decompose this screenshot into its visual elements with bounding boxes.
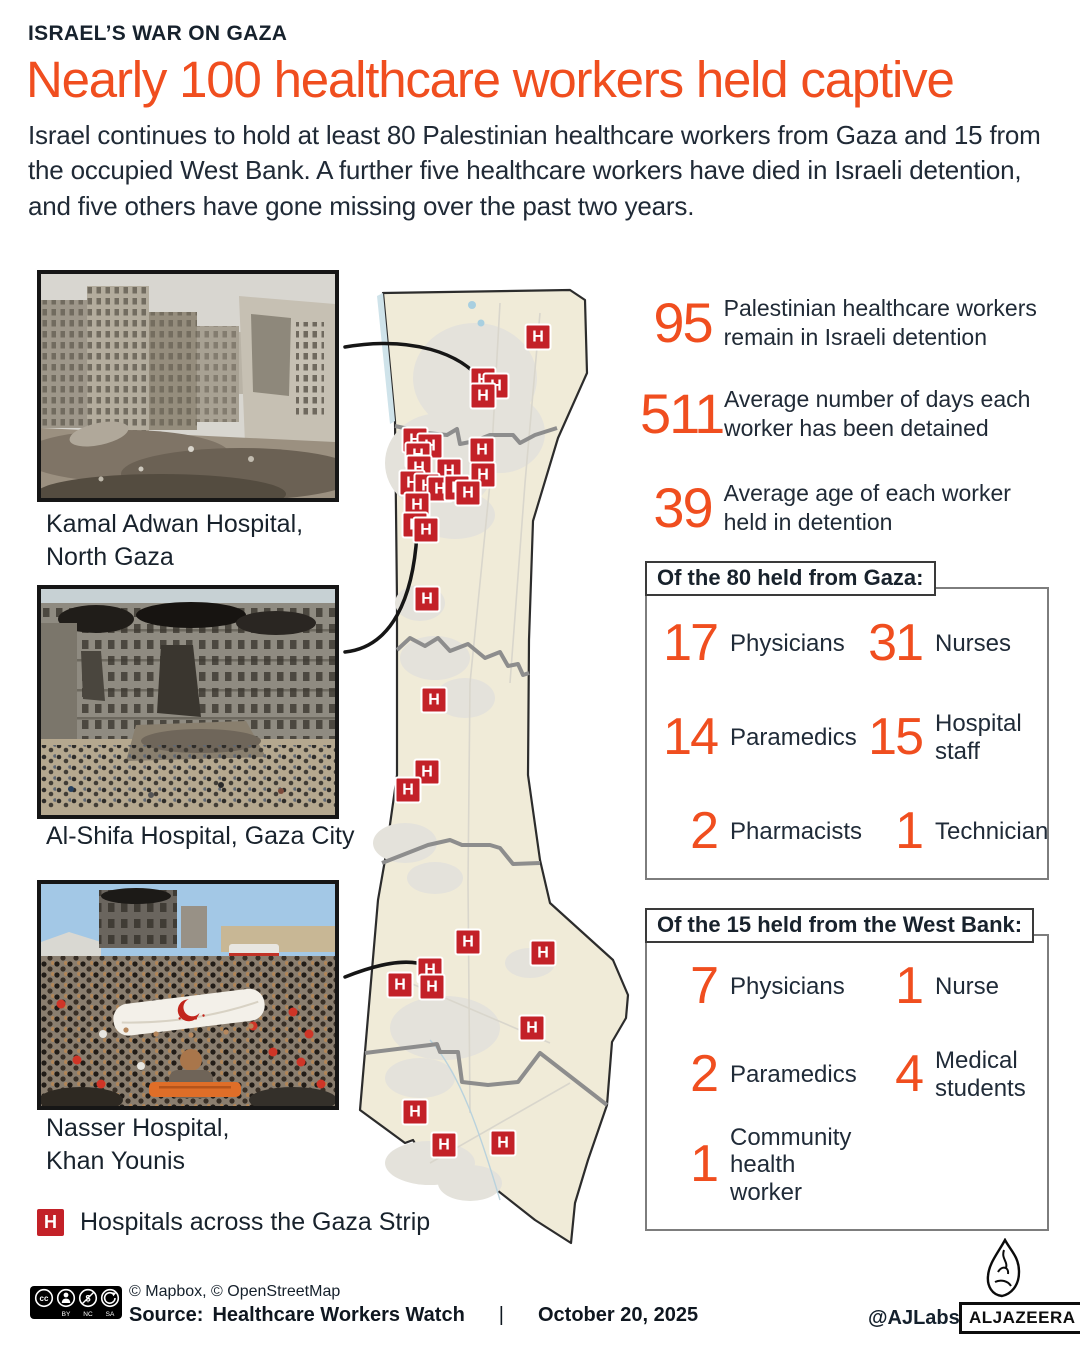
stat-age-value: 39 [653, 476, 713, 539]
stat-detained-label: Palestinian healthcare workers remain in… [723, 295, 1037, 350]
separator: | [498, 1304, 504, 1326]
gaza-box-title: Of the 80 held from Gaza: [645, 561, 936, 596]
cc-icon [34, 1288, 54, 1308]
stat-detained-value: 95 [653, 291, 713, 354]
stat-age: 39 Average age of each worker held in de… [640, 477, 1052, 539]
west-bank-box-row: 7 Physicians 1 Nurse [690, 957, 1000, 1016]
source-row: Source: Healthcare Workers Watch | Octob… [129, 1304, 698, 1327]
stat-days: 511 Average number of days each worker h… [640, 383, 1052, 445]
west-bank-box-row: 1 Community health worker [690, 1123, 852, 1206]
stat-days-value: 511 [640, 382, 725, 445]
pond [468, 301, 476, 309]
nc-icon [78, 1288, 98, 1308]
gaza-strip-map-art [358, 288, 630, 1245]
stat-detained: 95 Palestinian healthcare workers remain… [640, 292, 1052, 354]
west-bank-detainees-box: Of the 15 held from the West Bank: 7 Phys… [645, 908, 1049, 1231]
source-label: Source: [129, 1304, 204, 1326]
stat-age-label: Average age of each worker held in deten… [723, 480, 1011, 535]
stat-days-label: Average number of days each worker has b… [724, 386, 1031, 441]
gaza-box-row: 14 Paramedics 15 Hospital staff [663, 708, 1022, 767]
gaza-strip-map [350, 283, 662, 1250]
kicker: ISRAEL’S WAR ON GAZA [28, 22, 288, 45]
cc-license-badge: cc $ BY NC SA [30, 1286, 122, 1324]
gaza-box-row: 17 Physicians 31 Nurses [663, 614, 1012, 673]
gaza-box-row: 2 Pharmacists 1 Technician [690, 802, 1049, 861]
svg-text:cc: cc [40, 1294, 49, 1303]
by-icon [56, 1288, 76, 1308]
ajlabs-credit: @AJLabs [868, 1307, 960, 1329]
aljazeera-logo: ALJAZEERA [959, 1302, 1080, 1334]
legend-label: Hospitals across the Gaza Strip [80, 1208, 431, 1236]
svg-text:BY: BY [62, 1311, 71, 1318]
gaza-detainees-box: Of the 80 held from Gaza: 17 Physicians 3… [645, 561, 1049, 880]
source-name: Healthcare Workers Watch [212, 1304, 465, 1326]
svg-text:NC: NC [83, 1311, 93, 1318]
map-legend: H Hospitals across the Gaza Strip [37, 1208, 430, 1237]
photo-al-shifa [37, 585, 339, 819]
page-title: Nearly 100 healthcare workers held capti… [26, 51, 955, 108]
caption-al-shifa: Al-Shifa Hospital, Gaza City [46, 822, 355, 850]
map-attribution: © Mapbox, © OpenStreetMap [129, 1283, 341, 1300]
svg-text:SA: SA [106, 1311, 115, 1318]
west-bank-box-title: Of the 15 held from the West Bank: [645, 908, 1035, 943]
photo-al-shifa-art [41, 589, 335, 815]
cc-license-icons: cc $ BY NC SA [30, 1286, 122, 1319]
governorate-boundaries [364, 424, 609, 1107]
caption-nasser: Nasser Hospital, Khan Younis [46, 1114, 230, 1175]
photo-kamal-adwan-art [41, 274, 335, 498]
photo-nasser-art [41, 884, 335, 1106]
pond [477, 319, 485, 327]
photo-kamal-adwan [37, 270, 339, 502]
photo-nasser [37, 880, 339, 1110]
date: October 20, 2025 [538, 1304, 699, 1326]
caption-kamal-adwan: Kamal Adwan Hospital, North Gaza [46, 510, 304, 571]
intro-text: Israel continues to hold at least 80 Pal… [28, 120, 1041, 221]
aljazeera-calligraphy-logo [986, 1238, 1021, 1298]
hospital-legend-icon: H [37, 1209, 64, 1236]
west-bank-box-row: 2 Paramedics 4 Medical students [690, 1045, 1026, 1104]
sa-icon [100, 1288, 120, 1308]
